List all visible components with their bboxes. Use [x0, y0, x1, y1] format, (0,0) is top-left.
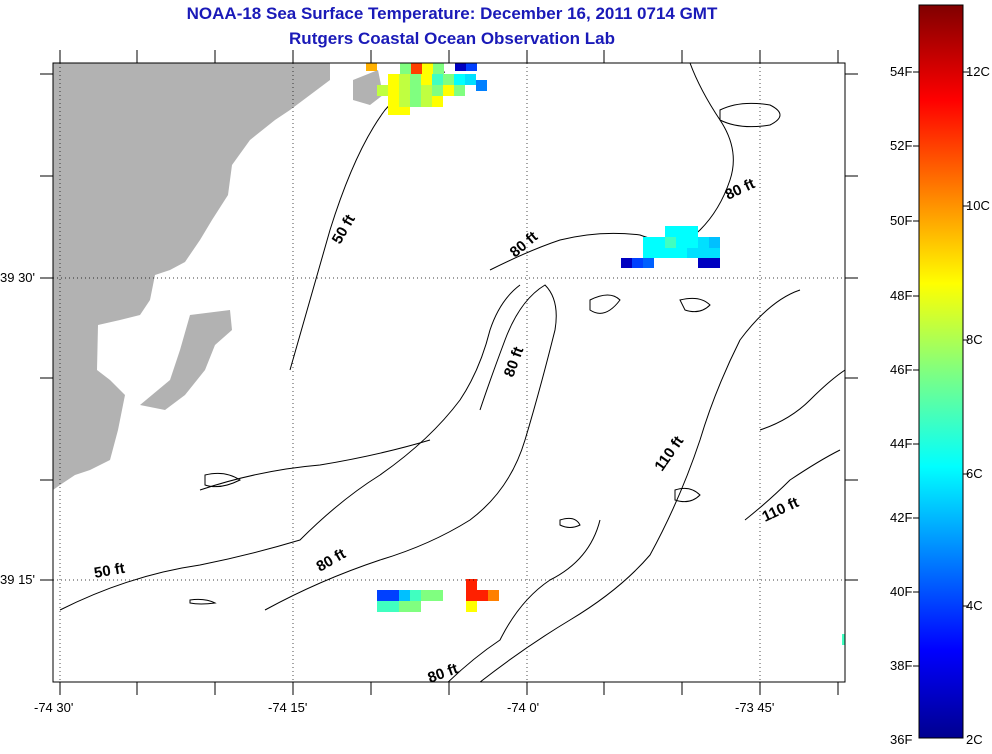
contour-label-80ft-center: 80 ft [501, 345, 528, 380]
contour-label-50ft-lower: 50 ft [93, 560, 126, 582]
contour-label-80ft-bottom: 80 ft [426, 660, 461, 687]
bathymetry-contours [59, 63, 845, 682]
colorbar-label-8c: 8C [966, 332, 983, 347]
axis-ticks [40, 50, 858, 695]
contour-label-110ft-right: 110 ft [760, 494, 802, 526]
colorbar-label-36f: 36F [890, 732, 913, 747]
colorbar-label-40f: 40F [890, 584, 913, 599]
contour-label-110ft-center: 110 ft [651, 433, 687, 474]
colorbar-label-10c: 10C [966, 198, 990, 213]
graticule [53, 63, 845, 682]
colorbar-label-38f: 38F [890, 658, 913, 673]
land-mass [53, 63, 330, 490]
sst-data-pixels [366, 63, 845, 645]
lon-label-73-45: -73 45' [735, 700, 775, 715]
contour-label-50ft-upper: 50 ft [329, 212, 359, 247]
colorbar-label-44f: 44F [890, 436, 913, 451]
colorbar-label-12c: 12C [966, 64, 990, 79]
lat-label-39-30: 39 30' [0, 270, 36, 285]
lon-label-74-15: -74 15' [268, 700, 308, 715]
colorbar-label-6c: 6C [966, 466, 983, 481]
colorbar-label-4c: 4C [966, 598, 983, 613]
contour-label-80ft-lower: 80 ft [314, 545, 349, 575]
lat-label-39-15: 39 15' [0, 572, 36, 587]
map-subtitle: Rutgers Coastal Ocean Observation Lab [289, 29, 615, 48]
colorbar-label-54f: 54F [890, 64, 913, 79]
colorbar-label-50f: 50F [890, 213, 913, 228]
land-upper-patch [353, 70, 383, 105]
contour-label-80ft-right: 80 ft [723, 175, 758, 203]
colorbar-label-46f: 46F [890, 362, 913, 377]
contour-label-80ft-mid: 80 ft [507, 228, 542, 261]
colorbar-label-2c: 2C [966, 732, 983, 747]
colorbar-label-52f: 52F [890, 138, 913, 153]
colorbar-label-48f: 48F [890, 288, 913, 303]
colorbar-label-42f: 42F [890, 510, 913, 525]
lon-label-74-30: -74 30' [34, 700, 74, 715]
colorbar [918, 4, 964, 739]
land-peninsula [140, 310, 232, 410]
lon-label-74-0: -74 0' [507, 700, 540, 715]
map-title: NOAA-18 Sea Surface Temperature: Decembe… [186, 4, 718, 23]
colorbar-ticks [913, 71, 969, 667]
